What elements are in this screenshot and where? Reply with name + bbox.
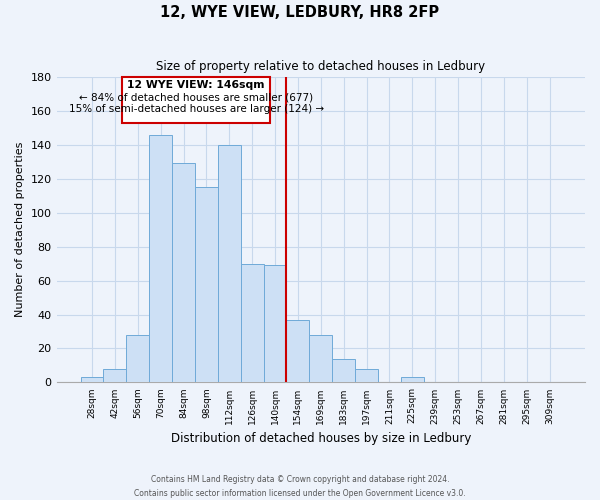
Bar	[286, 320, 310, 382]
Bar	[263, 266, 286, 382]
Bar	[127, 335, 149, 382]
Text: Contains HM Land Registry data © Crown copyright and database right 2024.
Contai: Contains HM Land Registry data © Crown c…	[134, 476, 466, 498]
Bar	[80, 378, 103, 382]
Bar	[195, 188, 218, 382]
Y-axis label: Number of detached properties: Number of detached properties	[15, 142, 25, 318]
FancyBboxPatch shape	[122, 77, 271, 123]
Bar	[172, 164, 195, 382]
Bar	[103, 369, 127, 382]
Bar	[355, 369, 378, 382]
Bar	[401, 378, 424, 382]
Text: ← 84% of detached houses are smaller (677): ← 84% of detached houses are smaller (67…	[79, 92, 313, 102]
Bar	[218, 145, 241, 382]
Bar	[241, 264, 263, 382]
Bar	[310, 335, 332, 382]
Title: Size of property relative to detached houses in Ledbury: Size of property relative to detached ho…	[156, 60, 485, 73]
Text: 15% of semi-detached houses are larger (124) →: 15% of semi-detached houses are larger (…	[68, 104, 323, 114]
Bar	[332, 358, 355, 382]
Bar	[149, 134, 172, 382]
Text: 12, WYE VIEW, LEDBURY, HR8 2FP: 12, WYE VIEW, LEDBURY, HR8 2FP	[160, 5, 440, 20]
Text: 12 WYE VIEW: 146sqm: 12 WYE VIEW: 146sqm	[127, 80, 265, 90]
X-axis label: Distribution of detached houses by size in Ledbury: Distribution of detached houses by size …	[170, 432, 471, 445]
